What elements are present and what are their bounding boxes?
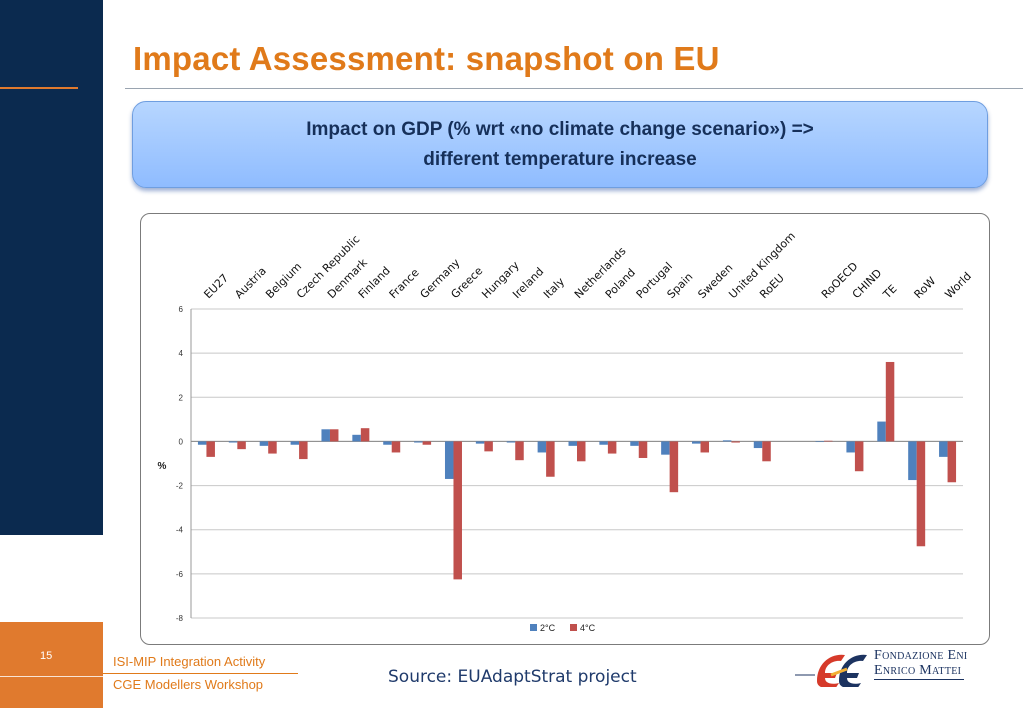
bar-4c [669, 441, 679, 493]
bar-2c [846, 441, 855, 453]
category-label: Italy [541, 275, 567, 301]
y-tick-label: 2 [179, 393, 184, 402]
bar-4c [237, 441, 246, 450]
category-label: World [942, 270, 973, 301]
bar-4c [453, 441, 462, 580]
bar-2c [228, 441, 238, 443]
legend-label: 2°C [540, 623, 556, 633]
bar-4c [391, 441, 401, 453]
bar-2c [630, 441, 639, 446]
bar-4c [546, 441, 555, 477]
bar-4c [947, 441, 957, 483]
bar-2c [321, 429, 330, 442]
banner-line-1: Impact on GDP (% wrt «no climate change … [306, 118, 814, 140]
logo-text-line-2: Enrico Mattei [874, 663, 962, 678]
footer-workshop-activity: ISI-MIP Integration Activity [113, 654, 266, 669]
y-tick-label: 6 [179, 305, 184, 314]
title-rule [125, 88, 1023, 89]
bar-2c [753, 441, 763, 449]
bar-4c [731, 441, 740, 443]
y-axis-label: % [158, 461, 167, 472]
bar-2c [661, 441, 670, 455]
source-note: Source: EUAdaptStrat project [388, 667, 637, 687]
bar-4c [824, 440, 833, 442]
category-label: France [387, 266, 422, 301]
page-number: 15 [40, 650, 53, 662]
bar-2c [537, 441, 547, 453]
bar-4c [360, 428, 370, 442]
footer-band [0, 622, 103, 708]
bar-4c [885, 361, 895, 442]
bar-2c [290, 441, 300, 445]
y-tick-label: -4 [176, 526, 184, 535]
bar-4c [854, 441, 864, 472]
bar-2c [815, 441, 825, 443]
bar-2c [197, 441, 207, 445]
bar-2c [259, 441, 269, 446]
bar-2c [506, 441, 516, 443]
category-label: RoW [912, 274, 939, 301]
y-tick-label: -6 [176, 570, 184, 579]
category-label: EU27 [201, 271, 231, 301]
bar-4c [515, 441, 524, 461]
bar-2c [599, 441, 608, 445]
side-band [0, 0, 103, 535]
footer-divider [0, 676, 103, 677]
y-tick-label: 0 [179, 437, 184, 446]
bar-4c [422, 441, 432, 445]
slide-title: Impact Assessment: snapshot on EU [133, 40, 720, 77]
bar-2c [568, 441, 577, 446]
bar-2c [939, 441, 948, 457]
banner-line-2: different temperature increase [423, 148, 697, 170]
category-label: Austria [232, 264, 269, 301]
bar-2c [877, 421, 886, 442]
legend-swatch-2c [530, 624, 537, 631]
category-label: Spain [665, 270, 696, 301]
bar-2c [908, 441, 917, 481]
bar-4c [607, 441, 617, 454]
bar-4c [700, 441, 710, 453]
y-tick-label: 4 [179, 349, 184, 358]
bar-4c [638, 441, 648, 458]
side-rule [0, 87, 78, 89]
subtitle-banner: Impact on GDP (% wrt «no climate change … [132, 101, 988, 188]
category-label: TE [880, 282, 900, 302]
chart-frame [140, 213, 990, 645]
y-tick-label: -8 [176, 614, 184, 623]
bar-4c [577, 441, 586, 462]
bar-2c [722, 440, 732, 442]
bar-2c [692, 441, 701, 444]
bar-2c [444, 441, 454, 479]
footer-workshop-name: CGE Modellers Workshop [113, 677, 264, 692]
bar-4c [329, 429, 339, 442]
bar-2c [475, 441, 485, 444]
footer-rule [103, 673, 298, 674]
category-label: RoEU [757, 272, 787, 302]
bar-4c [299, 441, 308, 460]
bar-4c [762, 441, 771, 462]
bar-4c [916, 441, 926, 547]
legend-swatch-4c [570, 624, 577, 631]
bar-4c [268, 441, 277, 454]
bar-4c [206, 441, 215, 457]
bar-2c [414, 441, 423, 443]
bar-2c [383, 441, 392, 445]
feem-logo-icon [795, 654, 867, 687]
y-tick-label: -2 [176, 482, 184, 491]
bar-2c [352, 434, 361, 442]
logo-underline [874, 679, 964, 680]
bar-4c [484, 441, 493, 452]
logo-text-line-1: Fondazione Eni [874, 648, 968, 663]
legend-label: 4°C [580, 623, 596, 633]
